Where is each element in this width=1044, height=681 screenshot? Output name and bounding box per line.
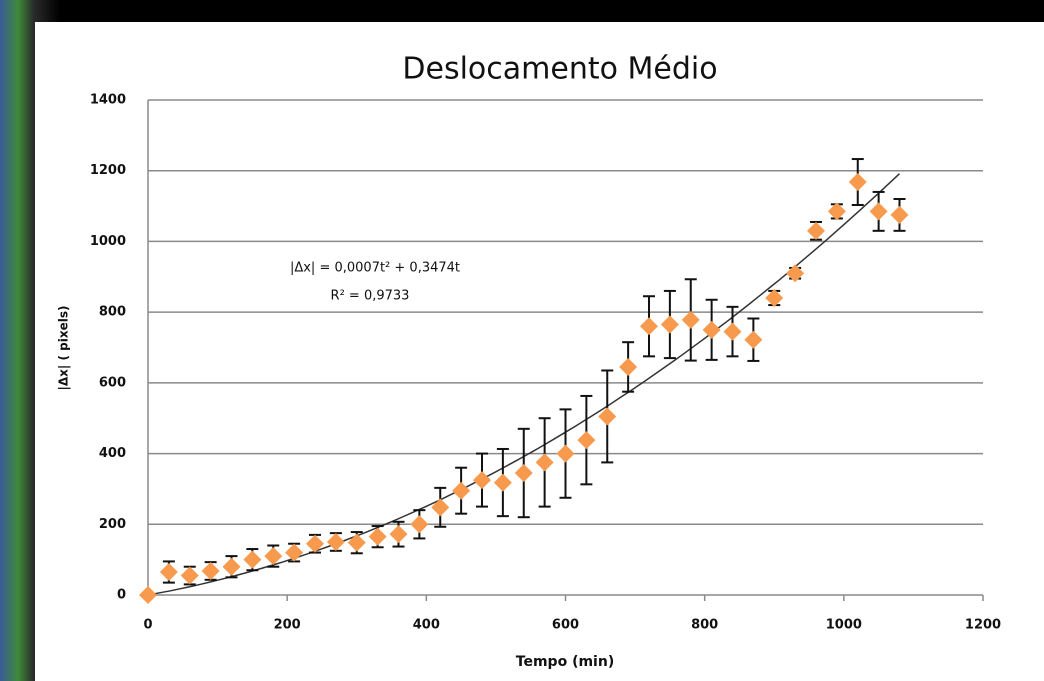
trend-r-squared: R² = 0,9733 [331, 289, 410, 304]
data-point [640, 317, 658, 335]
data-point [202, 562, 220, 580]
data-point [870, 202, 888, 220]
data-point [744, 331, 762, 349]
x-tick-label: 400 [413, 618, 440, 633]
data-point [807, 222, 825, 240]
x-tick-label: 600 [552, 618, 579, 633]
trend-equation: |Δx| = 0,0007t² + 0,3474t [290, 261, 460, 276]
x-tick-label: 1000 [826, 618, 862, 633]
data-point [390, 525, 408, 543]
y-tick-label: 600 [99, 375, 126, 390]
x-tick-label: 1200 [965, 618, 1001, 633]
data-point [431, 498, 449, 516]
y-tick-label: 1200 [90, 163, 126, 178]
data-point [223, 558, 241, 576]
data-point [765, 289, 783, 307]
data-point [849, 173, 867, 191]
data-point [577, 431, 595, 449]
data-point [828, 202, 846, 220]
chart: Deslocamento Médio Tempo (min) |Δx| ( pi… [0, 0, 1044, 681]
y-axis-label: |Δx| ( pixels) [57, 306, 71, 391]
x-axis-label: Tempo (min) [516, 654, 614, 670]
data-point [515, 464, 533, 482]
data-point [410, 515, 428, 533]
data-point [536, 453, 554, 471]
chart-title: Deslocamento Médio [402, 52, 717, 87]
data-point [348, 534, 366, 552]
x-tick-label: 0 [143, 618, 152, 633]
data-point [786, 264, 804, 282]
y-tick-label: 400 [99, 446, 126, 461]
data-point [160, 563, 178, 581]
data-point [285, 544, 303, 562]
trendline [148, 174, 900, 595]
x-tick-label: 200 [274, 618, 301, 633]
data-point [703, 321, 721, 339]
data-point [891, 206, 909, 224]
data-point [494, 474, 512, 492]
y-tick-label: 0 [117, 588, 126, 603]
data-point [452, 482, 470, 500]
data-point [473, 471, 491, 489]
data-point [661, 316, 679, 334]
y-tick-label: 1400 [90, 93, 126, 108]
x-tick-label: 800 [691, 618, 718, 633]
y-tick-label: 1000 [90, 234, 126, 249]
data-point [243, 551, 261, 569]
data-point [327, 533, 345, 551]
data-point [181, 567, 199, 585]
data-point [557, 445, 575, 463]
data-point [139, 586, 157, 604]
data-point [682, 311, 700, 329]
data-point [619, 358, 637, 376]
data-point [724, 323, 742, 341]
y-tick-label: 800 [99, 305, 126, 320]
data-point [306, 535, 324, 553]
y-tick-label: 200 [99, 517, 126, 532]
